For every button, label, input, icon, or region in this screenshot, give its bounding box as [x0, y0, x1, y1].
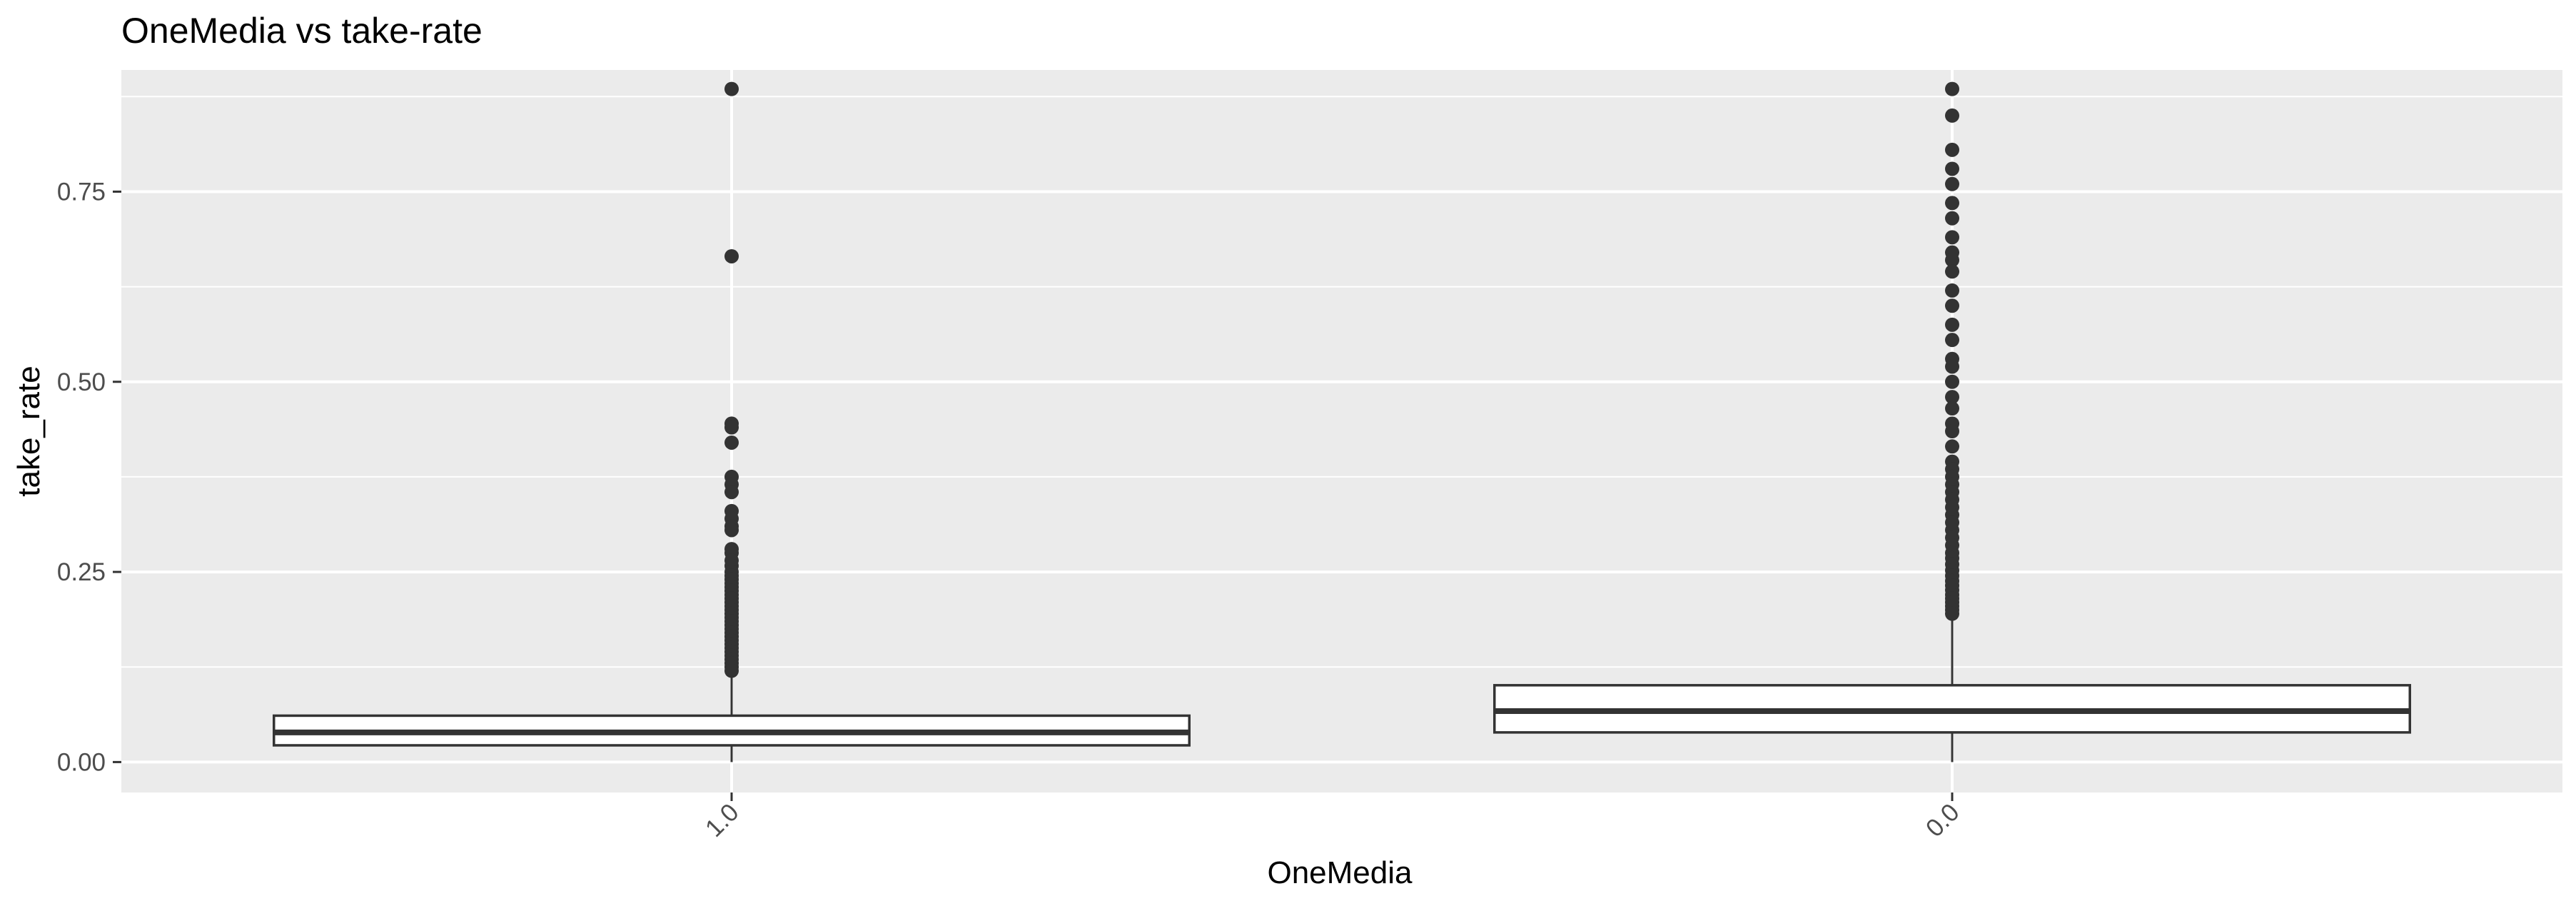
outlier-point: [724, 435, 739, 450]
box-group: [273, 81, 1191, 762]
outlier-point: [1945, 196, 1959, 211]
outlier-point: [1945, 142, 1959, 157]
outlier-point: [1945, 253, 1959, 268]
outlier-point: [1945, 333, 1959, 348]
outlier-point: [724, 663, 739, 678]
outlier-point: [1945, 81, 1959, 96]
outlier-point: [1945, 606, 1959, 621]
outlier-point: [724, 523, 739, 538]
outlier-point: [1945, 317, 1959, 332]
outlier-point: [1945, 439, 1959, 454]
y-tick-label: 0.25: [57, 558, 106, 586]
y-tick-label: 0.00: [57, 748, 106, 776]
outlier-point: [1945, 264, 1959, 279]
outlier-point: [1945, 161, 1959, 176]
x-tick-label: 1.0: [700, 798, 744, 842]
x-tick-label: 0.0: [1921, 798, 1965, 842]
outlier-point: [1945, 108, 1959, 123]
outlier-point: [1945, 298, 1959, 313]
x-axis-ticks: 1.0 0.0: [700, 792, 1965, 842]
outlier-point: [1945, 390, 1959, 405]
outlier-point: [1945, 211, 1959, 226]
outlier-point: [724, 420, 739, 435]
outlier-point: [1945, 176, 1959, 191]
x-axis-title: OneMedia: [1267, 855, 1413, 890]
chart-title: OneMedia vs take-rate: [121, 11, 483, 51]
outlier-point: [724, 81, 739, 96]
outlier-point: [1945, 283, 1959, 298]
y-axis-title: take_rate: [11, 366, 46, 496]
outlier-point: [724, 485, 739, 500]
outlier-point: [724, 248, 739, 263]
outlier-point: [1945, 230, 1959, 245]
outlier-point: [1945, 424, 1959, 438]
y-tick-label: 0.50: [57, 368, 106, 396]
y-axis-ticks: 0.00 0.25 0.50 0.75: [57, 178, 121, 776]
y-tick-label: 0.75: [57, 178, 106, 206]
outlier-point: [1945, 359, 1959, 374]
box-group: [1493, 81, 2411, 762]
outlier-point: [1945, 401, 1959, 416]
outlier-point: [1945, 374, 1959, 389]
boxes: [273, 81, 2411, 762]
